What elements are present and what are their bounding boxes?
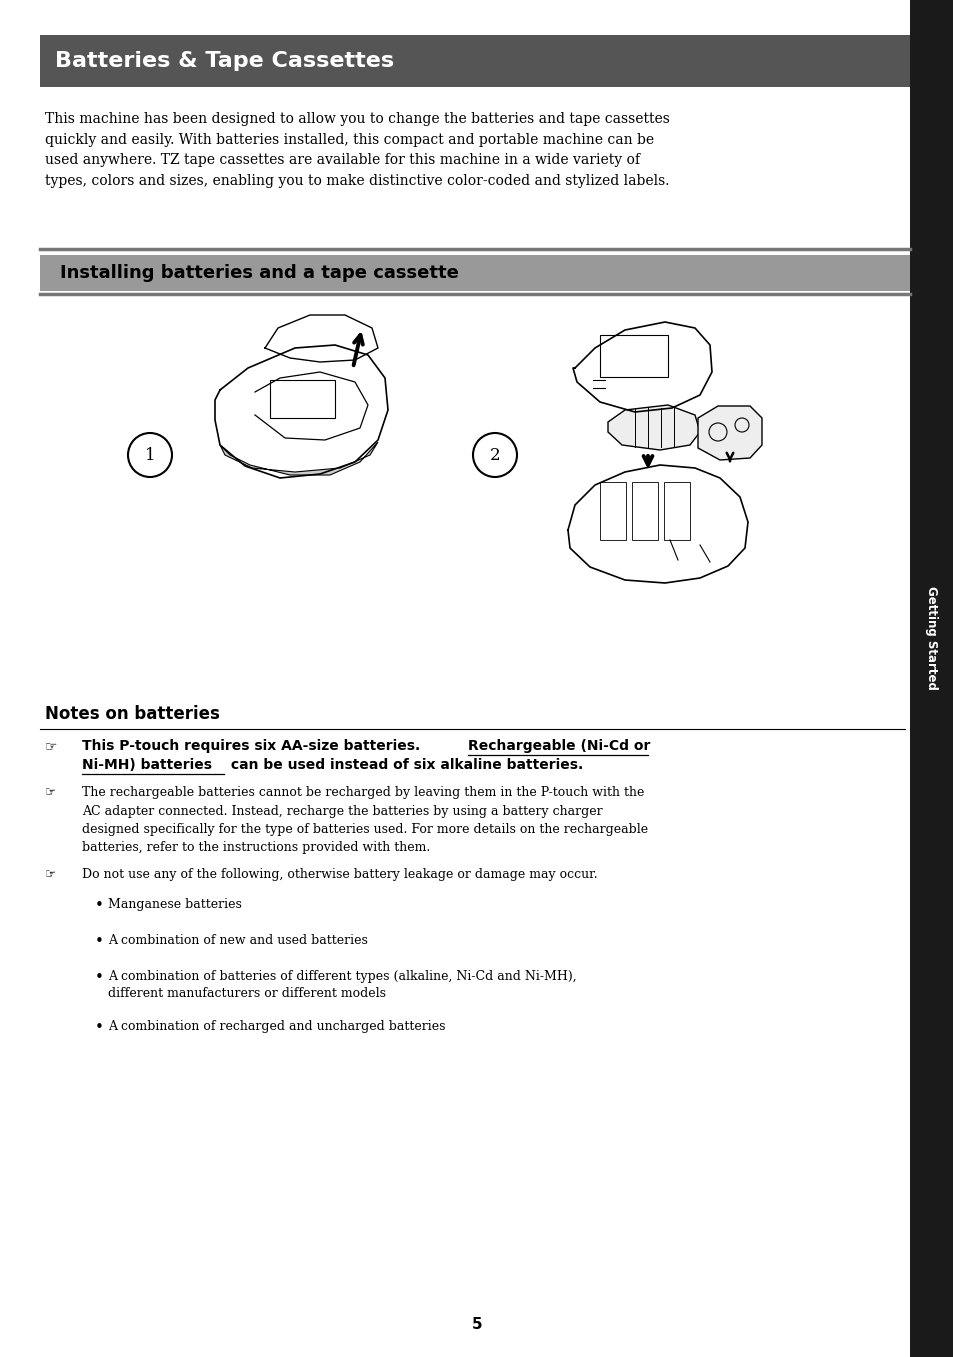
Text: •: •	[95, 898, 104, 913]
Bar	[40, 35, 909, 87]
Text: Rechargeable (Ni-Cd or: Rechargeable (Ni-Cd or	[468, 740, 650, 753]
Text: ☞: ☞	[45, 740, 57, 753]
Text: A combination of batteries of different types (alkaline, Ni-Cd and Ni-MH),
diffe: A combination of batteries of different …	[108, 970, 576, 1000]
Text: can be used instead of six alkaline batteries.: can be used instead of six alkaline batt…	[226, 759, 582, 772]
Text: Ni-MH) batteries: Ni-MH) batteries	[82, 759, 212, 772]
Text: A combination of new and used batteries: A combination of new and used batteries	[108, 934, 368, 947]
Text: This P-touch requires six AA-size batteries.: This P-touch requires six AA-size batter…	[82, 740, 425, 753]
Text: Manganese batteries: Manganese batteries	[108, 898, 242, 911]
Text: Notes on batteries: Notes on batteries	[45, 706, 219, 723]
Bar	[599, 335, 667, 377]
Text: ☞: ☞	[45, 786, 56, 799]
Text: Batteries & Tape Cassettes: Batteries & Tape Cassettes	[55, 52, 394, 71]
Text: 2: 2	[489, 446, 499, 464]
Text: •: •	[95, 970, 104, 985]
Bar	[599, 482, 625, 540]
Polygon shape	[607, 404, 700, 451]
Bar	[909, 0, 953, 1357]
Text: Getting Started: Getting Started	[924, 586, 938, 689]
Bar	[270, 380, 335, 418]
Bar	[40, 255, 909, 290]
Text: This machine has been designed to allow you to change the batteries and tape cas: This machine has been designed to allow …	[45, 113, 669, 187]
Text: A combination of recharged and uncharged batteries: A combination of recharged and uncharged…	[108, 1020, 445, 1033]
Polygon shape	[220, 442, 377, 475]
Text: •: •	[95, 1020, 104, 1035]
Text: Do not use any of the following, otherwise battery leakage or damage may occur.: Do not use any of the following, otherwi…	[82, 868, 597, 881]
Text: 1: 1	[145, 446, 155, 464]
Text: Installing batteries and a tape cassette: Installing batteries and a tape cassette	[60, 265, 458, 282]
Text: •: •	[95, 934, 104, 949]
Bar	[663, 482, 689, 540]
Polygon shape	[698, 406, 761, 460]
Text: The rechargeable batteries cannot be recharged by leaving them in the P-touch wi: The rechargeable batteries cannot be rec…	[82, 786, 647, 855]
Text: ☞: ☞	[45, 868, 56, 881]
Text: 5: 5	[471, 1318, 482, 1333]
Bar	[631, 482, 658, 540]
